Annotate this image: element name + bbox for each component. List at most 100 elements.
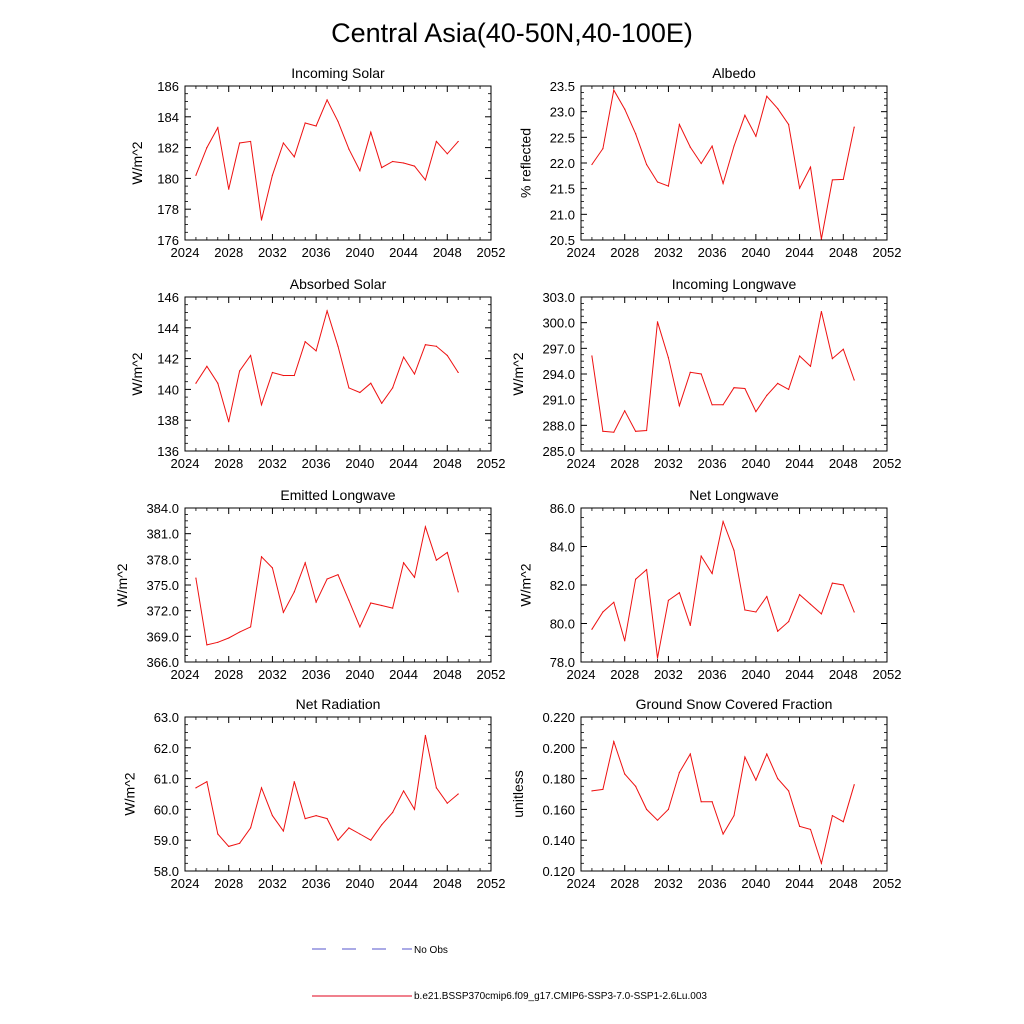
data-point bbox=[711, 801, 713, 803]
x-tick-label: 2036 bbox=[698, 245, 727, 260]
panel-incoming-solar: Incoming Solar 2024 2028 2032 2036 2040 2044 20… bbox=[129, 65, 505, 260]
x-tick-label: 2040 bbox=[345, 456, 374, 471]
x-tick-label: 2048 bbox=[433, 456, 462, 471]
y-tick-label: 20.5 bbox=[550, 233, 575, 248]
data-point bbox=[744, 387, 746, 390]
x-tick-label: 2048 bbox=[433, 876, 462, 891]
y-tick-label: 182 bbox=[157, 141, 179, 156]
data-point bbox=[424, 344, 427, 346]
data-point bbox=[788, 123, 790, 126]
data-point bbox=[711, 404, 713, 406]
data-point bbox=[820, 310, 823, 313]
x-tick-label: 2024 bbox=[567, 876, 596, 891]
data-point bbox=[853, 126, 855, 128]
y-axis-label: % reflected bbox=[518, 128, 534, 198]
data-point bbox=[820, 862, 823, 864]
x-tick-label: 2052 bbox=[873, 245, 902, 260]
data-point bbox=[424, 526, 427, 528]
data-point bbox=[271, 371, 274, 374]
data-point bbox=[777, 778, 779, 780]
data-point bbox=[809, 603, 812, 605]
x-tick-label: 2052 bbox=[873, 667, 902, 682]
data-point bbox=[777, 382, 779, 385]
data-point bbox=[678, 592, 680, 594]
y-tick-label: 60.0 bbox=[154, 802, 179, 817]
y-tick-label: 369.0 bbox=[146, 629, 179, 644]
y-tick-label: 297.0 bbox=[542, 341, 575, 356]
x-tick-label: 2048 bbox=[829, 245, 858, 260]
x-tick-label: 2036 bbox=[302, 876, 331, 891]
data-point bbox=[337, 839, 339, 841]
data-point bbox=[195, 382, 197, 384]
x-tick-label: 2052 bbox=[873, 456, 902, 471]
data-point bbox=[722, 833, 724, 835]
data-point bbox=[249, 626, 252, 628]
y-tick-label: 138 bbox=[157, 413, 179, 428]
x-tick-label: 2028 bbox=[214, 667, 243, 682]
y-axis-label: W/m^2 bbox=[122, 772, 138, 815]
y-tick-label: 0.180 bbox=[542, 772, 575, 787]
data-point bbox=[755, 779, 757, 781]
plot-frame bbox=[580, 85, 888, 241]
series-line bbox=[591, 311, 855, 433]
y-axis-label: W/m^2 bbox=[129, 141, 145, 184]
data-point bbox=[777, 630, 779, 632]
data-point bbox=[602, 430, 604, 432]
y-tick-label: 62.0 bbox=[154, 741, 179, 756]
y-axis-label: W/m^2 bbox=[114, 563, 130, 606]
data-point bbox=[206, 781, 208, 783]
data-point bbox=[711, 572, 713, 575]
data-point bbox=[271, 814, 274, 817]
data-point bbox=[831, 814, 833, 817]
data-point bbox=[733, 814, 735, 817]
data-point bbox=[304, 122, 306, 124]
data-point bbox=[446, 354, 448, 357]
x-tick-label: 2040 bbox=[741, 876, 770, 891]
y-tick-label: 291.0 bbox=[542, 393, 575, 408]
data-point bbox=[381, 604, 383, 607]
y-tick-label: 23.5 bbox=[550, 79, 575, 94]
data-point bbox=[842, 348, 844, 350]
y-tick-label: 186 bbox=[157, 79, 179, 94]
data-point bbox=[656, 181, 659, 183]
y-axis-label: W/m^2 bbox=[129, 352, 145, 395]
data-point bbox=[711, 145, 713, 147]
data-point bbox=[293, 781, 295, 783]
plot-frame bbox=[580, 716, 888, 872]
data-point bbox=[667, 808, 670, 811]
data-point bbox=[260, 556, 263, 558]
x-tick-label: 2032 bbox=[258, 876, 287, 891]
data-point bbox=[853, 379, 855, 381]
x-tick-label: 2028 bbox=[610, 876, 639, 891]
data-point bbox=[766, 753, 768, 755]
x-tick-label: 2044 bbox=[785, 876, 814, 891]
y-tick-label: 285.0 bbox=[542, 444, 575, 459]
data-point bbox=[645, 569, 648, 571]
data-point bbox=[260, 219, 263, 221]
x-tick-label: 2048 bbox=[433, 667, 462, 682]
data-point bbox=[722, 404, 724, 406]
data-point bbox=[678, 405, 680, 407]
data-point bbox=[359, 391, 361, 394]
x-tick-label: 2052 bbox=[477, 667, 506, 682]
x-tick-label: 2032 bbox=[258, 667, 287, 682]
data-point bbox=[260, 787, 263, 789]
x-tick-label: 2052 bbox=[873, 876, 902, 891]
data-point bbox=[798, 825, 801, 827]
data-point bbox=[777, 107, 779, 110]
data-point bbox=[457, 793, 459, 795]
data-point bbox=[733, 387, 735, 389]
x-tick-label: 2036 bbox=[698, 456, 727, 471]
data-point bbox=[809, 828, 812, 831]
y-tick-label: 176 bbox=[157, 233, 179, 248]
x-tick-label: 2024 bbox=[171, 667, 200, 682]
x-tick-label: 2036 bbox=[302, 456, 331, 471]
data-point bbox=[842, 821, 844, 823]
y-tick-label: 23.0 bbox=[550, 105, 575, 120]
x-tick-label: 2044 bbox=[389, 876, 418, 891]
y-tick-label: 78.0 bbox=[550, 655, 575, 670]
x-tick-label: 2044 bbox=[389, 456, 418, 471]
x-tick-label: 2040 bbox=[741, 245, 770, 260]
y-tick-label: 61.0 bbox=[154, 772, 179, 787]
